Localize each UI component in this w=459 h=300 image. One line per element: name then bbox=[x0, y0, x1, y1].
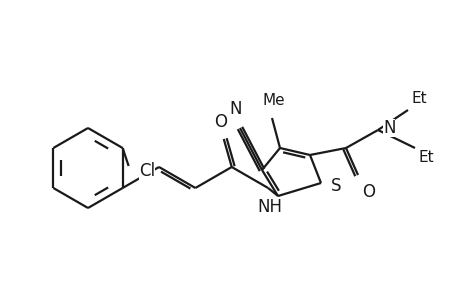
Text: O: O bbox=[214, 113, 227, 131]
Text: S: S bbox=[330, 177, 341, 195]
Text: O: O bbox=[361, 183, 374, 201]
Text: N: N bbox=[382, 119, 395, 137]
Text: N: N bbox=[229, 100, 242, 118]
Text: Et: Et bbox=[418, 150, 434, 165]
Text: Cl: Cl bbox=[138, 162, 154, 180]
Text: NH: NH bbox=[257, 198, 282, 216]
Text: Et: Et bbox=[411, 91, 427, 106]
Text: Me: Me bbox=[262, 93, 285, 108]
